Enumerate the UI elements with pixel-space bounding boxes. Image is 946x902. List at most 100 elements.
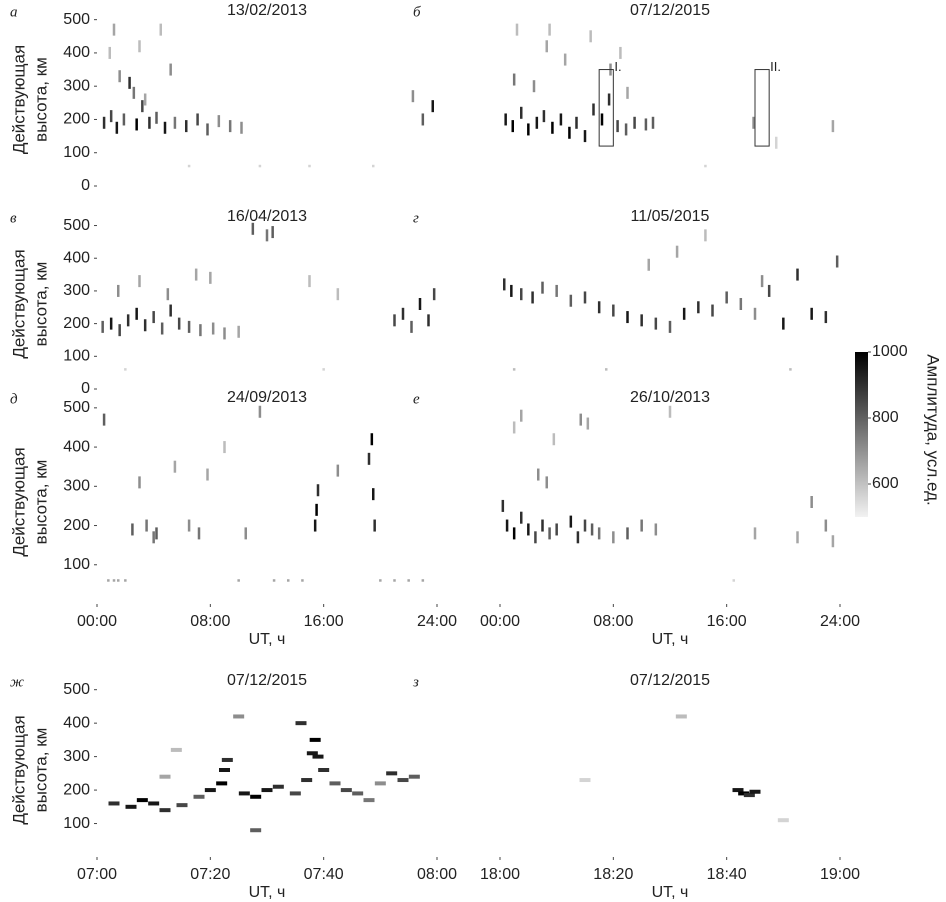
echo-point bbox=[541, 519, 544, 532]
echo-point bbox=[555, 284, 558, 297]
echo-point bbox=[258, 405, 262, 418]
echo-point bbox=[612, 304, 615, 317]
echo-point bbox=[336, 288, 340, 301]
echo-point bbox=[777, 818, 789, 823]
echo-point bbox=[272, 784, 284, 789]
echo-point bbox=[250, 794, 262, 799]
echo-point bbox=[503, 278, 506, 291]
echo-point bbox=[576, 531, 580, 544]
echo-point bbox=[265, 229, 269, 242]
echo-point bbox=[616, 120, 619, 133]
y-tick-label: 0 bbox=[81, 177, 90, 194]
echo-point bbox=[370, 433, 374, 446]
echo-point bbox=[109, 317, 113, 330]
echo-point bbox=[431, 100, 434, 113]
x-tick-label: 00:00 bbox=[77, 613, 117, 630]
echo-point bbox=[187, 164, 191, 168]
echo-point bbox=[531, 291, 534, 304]
echo-point bbox=[501, 499, 505, 512]
x-tick-label: 19:00 bbox=[820, 866, 860, 883]
echo-point bbox=[410, 320, 413, 333]
echo-point bbox=[520, 106, 523, 119]
panel-label: г bbox=[413, 210, 419, 226]
echo-point bbox=[251, 222, 255, 235]
echo-point bbox=[753, 527, 757, 540]
echo-point bbox=[397, 778, 409, 783]
echo-point bbox=[115, 121, 119, 134]
echo-point bbox=[124, 368, 127, 371]
echo-point bbox=[563, 53, 567, 66]
echo-point bbox=[586, 417, 590, 430]
echo-point bbox=[209, 271, 212, 284]
x-tick-label: 08:00 bbox=[593, 613, 633, 630]
colorbar-tick-label: 600 bbox=[872, 475, 899, 492]
echo-point bbox=[542, 110, 546, 123]
panel-label: з bbox=[412, 674, 419, 690]
colorbar-label: Амплитуда, усл.ед. bbox=[924, 354, 943, 506]
echo-point bbox=[124, 579, 127, 582]
echo-point bbox=[633, 116, 636, 129]
echo-point bbox=[301, 778, 313, 783]
echo-point bbox=[767, 284, 771, 297]
echo-point bbox=[155, 111, 158, 124]
x-axis-label: UT, ч bbox=[652, 884, 689, 901]
echo-point bbox=[545, 476, 548, 489]
echo-point bbox=[244, 527, 247, 540]
echo-point bbox=[592, 103, 595, 116]
echo-point bbox=[108, 801, 120, 806]
echo-point bbox=[176, 803, 188, 808]
echo-point bbox=[732, 788, 744, 793]
y-tick-label: 500 bbox=[63, 11, 90, 28]
echo-point bbox=[590, 523, 594, 536]
echo-point bbox=[725, 291, 728, 304]
annotation-label: II. bbox=[770, 59, 781, 74]
echo-point bbox=[597, 301, 601, 314]
echo-point bbox=[240, 121, 243, 134]
echo-point bbox=[379, 579, 382, 582]
echo-point bbox=[194, 268, 198, 281]
echo-point bbox=[512, 73, 516, 86]
echo-point bbox=[132, 86, 136, 99]
echo-point bbox=[401, 307, 405, 320]
echo-point bbox=[810, 496, 813, 508]
panel-title: 07/12/2015 bbox=[630, 2, 710, 19]
panel-title: 07/12/2015 bbox=[630, 672, 710, 689]
echo-point bbox=[138, 40, 141, 53]
echo-point bbox=[535, 116, 539, 129]
echo-point bbox=[739, 298, 743, 310]
echo-point bbox=[308, 164, 311, 168]
echo-point bbox=[138, 476, 141, 489]
echo-point bbox=[711, 304, 714, 317]
echo-point bbox=[534, 531, 537, 544]
echo-point bbox=[315, 503, 318, 516]
echo-point bbox=[148, 116, 151, 129]
y-tick-label: 200 bbox=[63, 111, 90, 128]
y-tick-label: 0 bbox=[81, 380, 90, 397]
echo-point bbox=[199, 324, 202, 337]
echo-point bbox=[527, 523, 530, 536]
echo-point bbox=[155, 527, 158, 540]
echo-point bbox=[118, 70, 121, 83]
echo-point bbox=[187, 519, 191, 532]
echo-point bbox=[512, 527, 516, 540]
echo-point bbox=[624, 123, 628, 136]
echo-point bbox=[131, 523, 134, 536]
echo-point bbox=[738, 791, 750, 796]
echo-point bbox=[386, 771, 398, 776]
colorbar bbox=[855, 352, 868, 517]
echo-point bbox=[170, 747, 182, 752]
x-axis-label: UT, ч bbox=[249, 631, 286, 648]
echo-point bbox=[233, 714, 245, 719]
echo-point bbox=[125, 804, 137, 809]
x-tick-label: 07:40 bbox=[304, 866, 344, 883]
echo-point bbox=[393, 314, 396, 327]
x-tick-label: 18:00 bbox=[480, 866, 520, 883]
echo-point bbox=[511, 120, 514, 133]
echo-point bbox=[197, 527, 201, 540]
echo-point bbox=[749, 789, 761, 794]
x-tick-label: 08:00 bbox=[417, 866, 457, 883]
echo-point bbox=[108, 46, 111, 59]
echo-point bbox=[796, 268, 799, 281]
echo-point bbox=[136, 798, 148, 803]
y-tick-label: 200 bbox=[63, 315, 90, 332]
